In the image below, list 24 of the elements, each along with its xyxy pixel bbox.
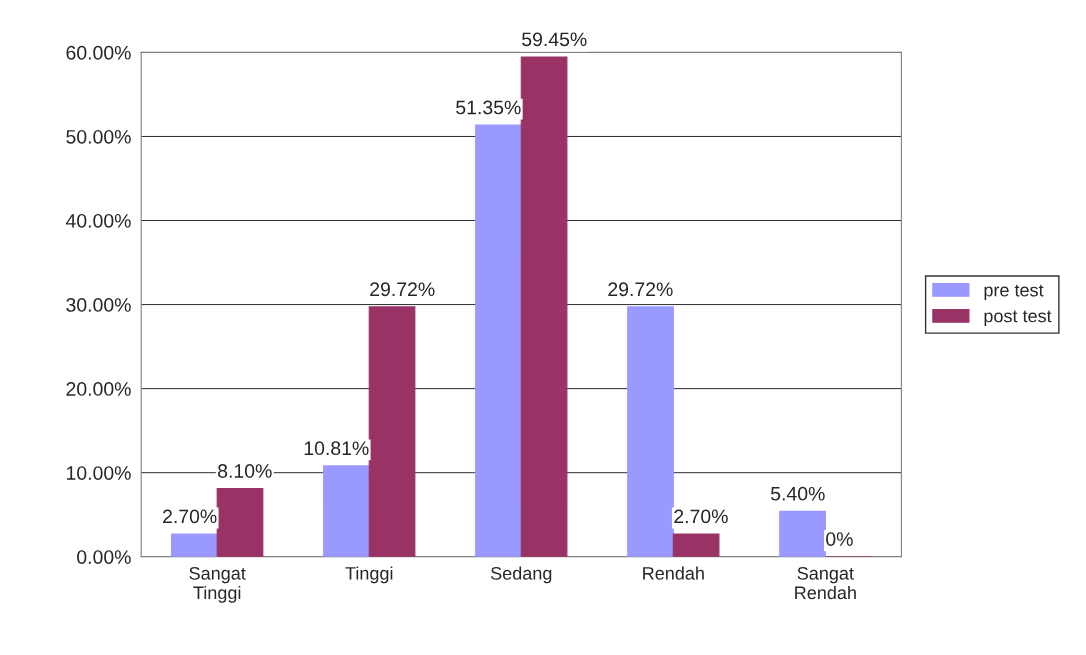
data-label: 29.72% (370, 282, 435, 297)
data-label: 51.35% (456, 100, 521, 115)
data-label: 59.45% (522, 32, 587, 47)
x-tick-label: Sangat Rendah (795, 566, 856, 600)
legend-label: pre test (984, 284, 1044, 301)
data-label: 0% (826, 532, 853, 546)
data-label: 2.70% (163, 509, 217, 524)
data-label: 10.81% (304, 441, 369, 456)
y-tick-label: 50.00% (66, 129, 131, 144)
y-tick-label: 40.00% (65, 213, 131, 228)
data-label: 8.10% (218, 464, 272, 478)
y-tick-label: 20.00% (66, 382, 131, 396)
x-tick-label: Rendah (643, 566, 704, 580)
y-tick-label: 30.00% (66, 298, 131, 312)
legend-label: post test (984, 310, 1052, 326)
x-tick-label: Sedang (490, 566, 552, 584)
data-label: 29.72% (608, 282, 673, 297)
y-tick-label: 0.00% (77, 550, 131, 564)
y-tick-label: 10.00% (67, 466, 131, 480)
data-label: 5.40% (771, 486, 825, 501)
x-tick-label: Tinggi (345, 566, 393, 584)
y-tick-label: 60.00% (66, 45, 131, 60)
data-label: 2.70% (674, 509, 728, 524)
x-tick-label: Sangat Tinggi (189, 566, 246, 603)
